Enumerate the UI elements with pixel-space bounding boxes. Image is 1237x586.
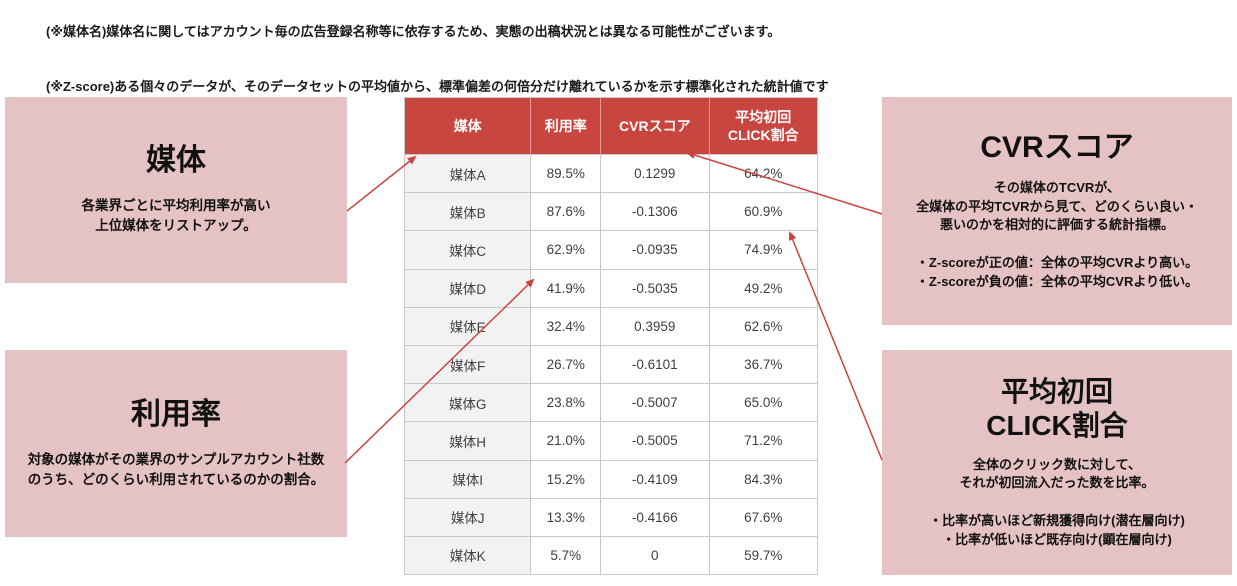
cell-cvr: -0.6101 [600, 345, 708, 384]
cell-cvr: -0.5007 [600, 384, 708, 422]
cell-usage: 15.2% [530, 460, 600, 498]
callout-media-title: 媒体 [146, 144, 206, 178]
cell-media: 媒体G [405, 384, 531, 422]
cell-usage: 23.8% [530, 384, 600, 422]
cell-cvr: -0.4109 [600, 460, 708, 498]
column-header-cvr-score: CVRスコア [600, 98, 708, 154]
cell-click: 84.3% [708, 460, 817, 498]
callout-avg-first-click-body: 全体のクリック数に対して、 それが初回流入だった数を比率。 ・比率が高いほど新規… [929, 456, 1185, 547]
cell-media: 媒体I [405, 460, 531, 498]
cell-cvr: -0.5035 [600, 269, 708, 307]
cell-media: 媒体C [405, 231, 531, 269]
cell-media: 媒体E [405, 307, 531, 345]
callout-usage-rate-body: 対象の媒体がその業界のサンプルアカウント社数 のうち、どのくらい利用されているの… [27, 451, 325, 487]
cell-cvr: 0.1299 [600, 155, 708, 193]
cell-cvr: -0.1306 [600, 193, 708, 231]
cell-click: 74.9% [708, 231, 817, 269]
cell-click: 59.7% [708, 536, 817, 575]
callout-usage-rate: 利用率 対象の媒体がその業界のサンプルアカウント社数 のうち、どのくらい利用され… [5, 350, 347, 537]
table-row: 媒体B 87.6% -0.1306 60.9% [405, 192, 817, 231]
table-row: 媒体C 62.9% -0.0935 74.9% [405, 230, 817, 269]
callout-cvr-score-body: その媒体のTCVRが、 全媒体の平均TCVRから見て、どのくらい良い・ 悪いのか… [915, 179, 1199, 289]
cell-click: 64.2% [708, 155, 817, 193]
cell-usage: 5.7% [530, 536, 600, 575]
callout-avg-first-click: 平均初回 CLICK割合 全体のクリック数に対して、 それが初回流入だった数を比… [882, 350, 1232, 575]
table-row: 媒体D 41.9% -0.5035 49.2% [405, 268, 817, 307]
callout-media-body: 各業界ごとに平均利用率が高い 上位媒体をリストアップ。 [81, 198, 271, 234]
callout-cvr-score-title: CVRスコア [980, 131, 1134, 165]
cell-cvr: -0.4166 [600, 498, 708, 536]
cell-usage: 87.6% [530, 193, 600, 231]
callout-usage-rate-title: 利用率 [131, 397, 221, 431]
cell-media: 媒体B [405, 193, 531, 231]
cell-usage: 32.4% [530, 307, 600, 345]
cell-click: 36.7% [708, 345, 817, 384]
cell-click: 67.6% [708, 498, 817, 536]
footnotes: (※媒体名)媒体名に関してはアカウント毎の広告登録名称等に依存するため、実態の出… [46, 4, 1196, 97]
table-row: 媒体F 26.7% -0.6101 36.7% [405, 344, 817, 384]
cell-media: 媒体J [405, 498, 531, 536]
table-row: 媒体E 32.4% 0.3959 62.6% [405, 306, 817, 345]
callout-cvr-score: CVRスコア その媒体のTCVRが、 全媒体の平均TCVRから見て、どのくらい良… [882, 97, 1232, 325]
table-row: 媒体K 5.7% 0 59.7% [405, 535, 817, 575]
table-row: 媒体A 89.5% 0.1299 64.2% [405, 154, 817, 193]
column-header-avg-first-click: 平均初回 CLICK割合 [708, 98, 817, 154]
cell-usage: 41.9% [530, 269, 600, 307]
cell-cvr: 0 [600, 536, 708, 575]
cell-cvr: -0.5005 [600, 422, 708, 460]
column-header-media: 媒体 [453, 117, 482, 134]
footnote-zscore: (※Z-score)ある個々のデータが、そのデータセットの平均値から、標準偏差の… [46, 79, 829, 94]
cell-click: 60.9% [708, 193, 817, 231]
table-row: 媒体H 21.0% -0.5005 71.2% [405, 421, 817, 460]
cell-usage: 89.5% [530, 155, 600, 193]
cell-cvr: -0.0935 [600, 231, 708, 269]
cell-media: 媒体H [405, 422, 531, 460]
cell-cvr: 0.3959 [600, 307, 708, 345]
callout-avg-first-click-title: 平均初回 CLICK割合 [986, 376, 1128, 442]
footnote-media-name: (※媒体名)媒体名に関してはアカウント毎の広告登録名称等に依存するため、実態の出… [46, 23, 781, 39]
cell-click: 62.6% [708, 307, 817, 345]
media-stats-table: 媒体 利用率 CVRスコア 平均初回 CLICK割合 媒体A 89.5% 0.1… [404, 97, 818, 575]
cell-usage: 62.9% [530, 231, 600, 269]
cell-usage: 13.3% [530, 498, 600, 536]
cell-click: 65.0% [708, 384, 817, 422]
table-row: 媒体I 15.2% -0.4109 84.3% [405, 459, 817, 498]
cell-click: 71.2% [708, 422, 817, 460]
cell-usage: 26.7% [530, 345, 600, 384]
callout-media: 媒体 各業界ごとに平均利用率が高い 上位媒体をリストアップ。 [5, 97, 347, 283]
cell-media: 媒体K [405, 536, 531, 575]
cell-usage: 21.0% [530, 422, 600, 460]
cell-media: 媒体D [405, 269, 531, 307]
table-header-row: 媒体 利用率 CVRスコア 平均初回 CLICK割合 [405, 98, 817, 154]
table-row: 媒体J 13.3% -0.4166 67.6% [405, 497, 817, 536]
cell-click: 49.2% [708, 269, 817, 307]
table-row: 媒体G 23.8% -0.5007 65.0% [405, 383, 817, 422]
cell-media: 媒体F [405, 345, 531, 384]
column-header-usage-rate: 利用率 [530, 98, 600, 154]
cell-media: 媒体A [405, 155, 531, 193]
